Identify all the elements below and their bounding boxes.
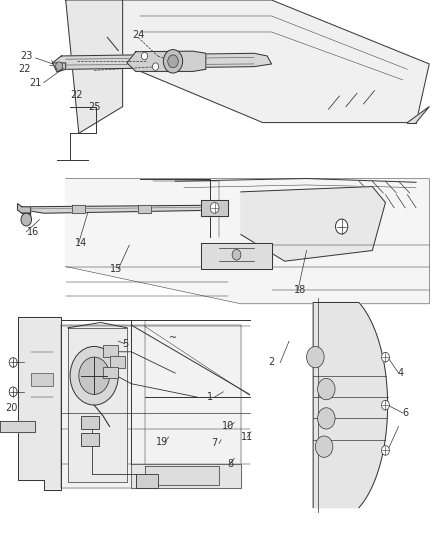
Circle shape: [152, 63, 159, 70]
Polygon shape: [66, 0, 123, 133]
Circle shape: [318, 378, 335, 400]
Circle shape: [168, 55, 178, 68]
Bar: [103, 345, 118, 357]
Text: 4: 4: [398, 368, 404, 378]
Bar: [110, 356, 125, 368]
Text: 20: 20: [5, 403, 17, 413]
Bar: [81, 416, 99, 429]
Text: 23: 23: [20, 51, 32, 61]
Circle shape: [9, 358, 17, 367]
Polygon shape: [138, 205, 151, 213]
Text: 21: 21: [29, 78, 41, 87]
Circle shape: [9, 387, 17, 397]
Circle shape: [70, 346, 118, 405]
Polygon shape: [68, 328, 127, 482]
Text: ~: ~: [169, 334, 177, 343]
Text: 16: 16: [27, 227, 39, 237]
Text: 10: 10: [222, 422, 234, 431]
Polygon shape: [18, 317, 61, 490]
Circle shape: [163, 50, 183, 73]
Polygon shape: [53, 53, 272, 69]
Text: 15: 15: [110, 264, 122, 274]
Circle shape: [381, 446, 389, 455]
Text: 19: 19: [156, 438, 168, 447]
Text: 6: 6: [402, 408, 408, 418]
Circle shape: [336, 219, 348, 234]
Bar: [81, 433, 99, 446]
Text: 14: 14: [75, 238, 87, 247]
Circle shape: [210, 203, 219, 213]
Circle shape: [56, 62, 63, 70]
Polygon shape: [201, 243, 272, 269]
Polygon shape: [407, 107, 429, 123]
Polygon shape: [72, 205, 85, 213]
Text: 7: 7: [212, 439, 218, 448]
Polygon shape: [241, 187, 385, 261]
Text: 11: 11: [241, 432, 254, 442]
Circle shape: [315, 436, 333, 457]
Polygon shape: [145, 466, 219, 485]
Polygon shape: [0, 421, 35, 432]
Circle shape: [307, 346, 324, 368]
Text: 1: 1: [207, 392, 213, 402]
Polygon shape: [18, 204, 31, 213]
Bar: [31, 373, 53, 386]
Circle shape: [381, 352, 389, 362]
Text: 24: 24: [132, 30, 144, 39]
Text: 8: 8: [227, 459, 233, 469]
Text: 2: 2: [268, 358, 275, 367]
Polygon shape: [201, 200, 228, 216]
Bar: [136, 474, 158, 488]
Circle shape: [318, 408, 335, 429]
Text: 22: 22: [71, 90, 83, 100]
Circle shape: [141, 52, 148, 60]
Polygon shape: [123, 0, 429, 123]
Polygon shape: [131, 464, 241, 488]
Text: 18: 18: [294, 286, 306, 295]
Polygon shape: [127, 51, 206, 71]
Polygon shape: [66, 179, 429, 304]
Polygon shape: [53, 63, 66, 72]
Text: 22: 22: [18, 64, 30, 74]
Polygon shape: [61, 325, 241, 488]
Polygon shape: [313, 303, 388, 507]
Circle shape: [79, 357, 110, 394]
Circle shape: [21, 213, 32, 226]
Circle shape: [232, 249, 241, 260]
Circle shape: [381, 400, 389, 410]
Text: 5: 5: [122, 339, 128, 349]
Polygon shape: [22, 205, 228, 213]
Bar: [103, 367, 118, 378]
Text: 25: 25: [88, 102, 100, 111]
